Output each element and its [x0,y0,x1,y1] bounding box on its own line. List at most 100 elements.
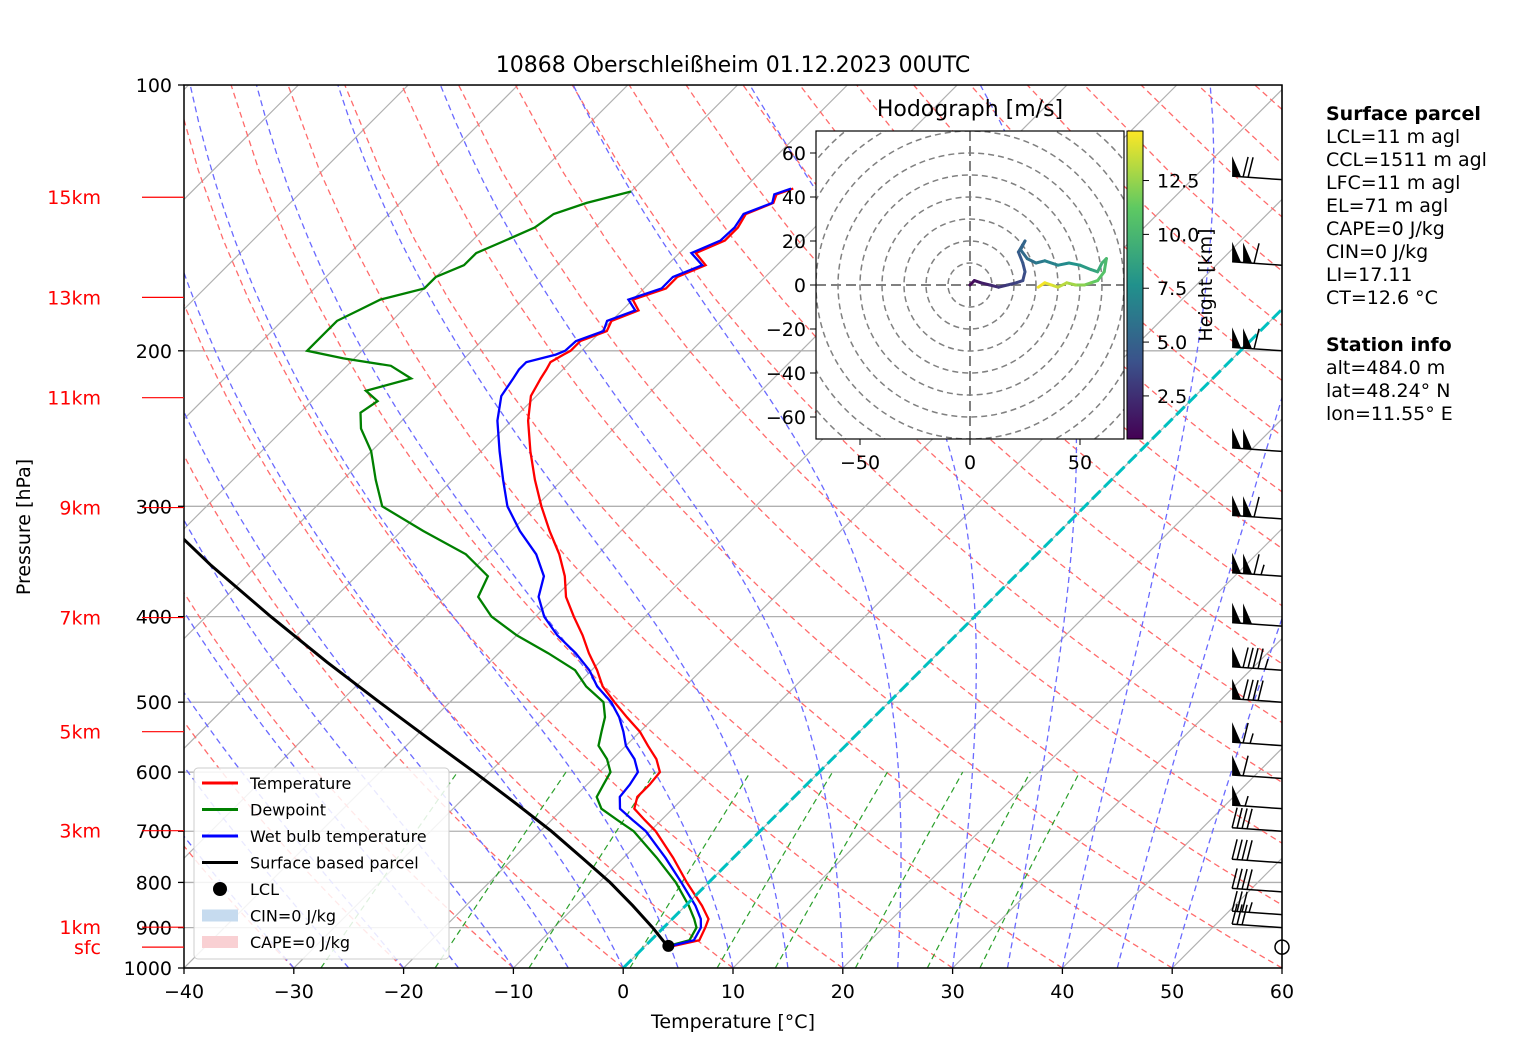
svg-text:Temperature: Temperature [249,774,351,793]
hodo-x-tick-label: −50 [840,452,880,474]
x-axis-label: Temperature [°C] [650,1011,815,1033]
dewpoint-line [304,190,698,949]
height-label: 5km [59,722,101,744]
moist-adiabat [572,85,902,968]
station-info-line: alt=484.0 m [1326,357,1446,379]
wind-barb [1232,646,1283,671]
dry-adiabat [184,117,844,968]
x-tick-label: 0 [617,981,629,1003]
surface-parcel-title: Surface parcel [1326,103,1481,125]
wind-barb [1232,722,1283,747]
colorbar-tick-label: 7.5 [1157,278,1187,300]
y-tick-label: 700 [136,821,172,843]
hodo-segment [1034,259,1047,265]
hodo-segment [1096,261,1104,274]
hodo-y-tick-label: 0 [794,275,806,297]
hodograph-colorbar [1126,130,1144,440]
colorbar-tick-label: 10.0 [1157,224,1199,246]
hodo-segment [1019,248,1029,261]
wind-barb [1274,939,1290,955]
lcl-point [662,939,675,952]
dry-adiabat [344,85,1173,968]
y-tick-label: 100 [136,75,172,97]
wind-barb [1231,890,1283,916]
hodograph-inset: Hodograph [m/s] −50 0 50 −60 −40 −20 0 20 40 60 2… [766,97,1217,474]
wind-barb [1232,552,1283,577]
y-tick-label: 900 [136,918,172,940]
mixing-ratio-line [926,771,1031,968]
hodo-segment [1096,270,1106,283]
svg-text:CAPE=0 J/kg: CAPE=0 J/kg [250,933,350,952]
moist-adiabat [189,85,679,968]
height-label: 3km [59,821,101,843]
isotherm [952,637,1282,968]
parcel-line [184,537,670,949]
colorbar-label: Height [km] [1195,228,1217,341]
height-label: sfc [74,937,101,959]
moist-adiabat [184,270,624,968]
x-tick-label: −10 [493,981,533,1003]
surface-parcel-line: LCL=11 m agl [1326,126,1461,148]
surface-parcel-line: CCL=1511 m agl [1326,149,1487,171]
hodo-segment [1065,281,1078,287]
isotherm [184,85,629,530]
x-tick-label: −40 [164,981,204,1003]
hodo-segment [1016,250,1025,265]
hodo-segment [997,283,1009,289]
dry-adiabat [458,85,1282,906]
hodo-segment [1078,263,1093,272]
mixing-ratio-line [716,771,834,968]
wind-barb [1232,602,1283,627]
isotherm [184,85,519,420]
hodo-segment [1102,257,1108,274]
moist-adiabat [184,518,514,968]
height-label: 11km [47,388,101,410]
dry-adiabat [287,85,1063,968]
height-label: 15km [47,187,101,209]
hodo-segment [1036,281,1047,289]
height-label: 1km [59,917,101,939]
dry-adiabat [401,85,1282,968]
y-tick-label: 800 [136,872,172,894]
moist-adiabat [1116,395,1282,968]
svg-text:Wet bulb temperature: Wet bulb temperature [250,827,427,846]
surface-parcel-line: CIN=0 J/kg [1326,241,1429,263]
height-label: 9km [59,498,101,520]
y-tick-label: 500 [136,692,172,714]
wind-barb [1232,754,1283,780]
wet-bulb-line [496,187,792,949]
wind-barb [1231,807,1283,832]
height-label: 7km [59,608,101,630]
hodo-segment [979,281,992,287]
svg-text:Surface based parcel: Surface based parcel [250,854,419,873]
hodo-y-tick-label: 40 [782,187,806,209]
moist-adiabat [255,85,734,968]
mixing-ratio-line [774,771,888,968]
legend: Temperature Dewpoint Wet bulb temperature S… [193,767,450,960]
hodo-segment [1025,257,1038,265]
y-tick-label: 200 [136,341,172,363]
hodo-segment [1056,261,1071,267]
hodo-segment [1056,281,1069,289]
hodo-segment [1005,281,1018,287]
x-tick-label: 10 [721,981,745,1003]
wind-barb [1232,327,1283,352]
hodograph-title: Hodograph [m/s] [877,97,1063,122]
x-tick-label: 30 [941,981,965,1003]
isotherm [184,85,739,640]
dry-adiabat [856,85,1282,493]
isotherm [184,85,848,750]
legend-temperature: Temperature [202,774,351,793]
x-tick-label: 60 [1270,981,1294,1003]
x-tick-label: −20 [384,981,424,1003]
station-info-title: Station info [1326,334,1452,356]
x-tick-label: 40 [1050,981,1074,1003]
x-tick-label: −30 [274,981,314,1003]
surface-parcel-line: CAPE=0 J/kg [1326,218,1445,240]
surface-parcel-line: EL=71 m agl [1326,195,1449,217]
legend-cin: CIN=0 J/kg [202,907,336,926]
colorbar-tick-label: 12.5 [1157,171,1199,193]
dry-adiabat [184,302,734,968]
isotherm [732,418,1282,968]
hodo-segment [988,283,1001,289]
